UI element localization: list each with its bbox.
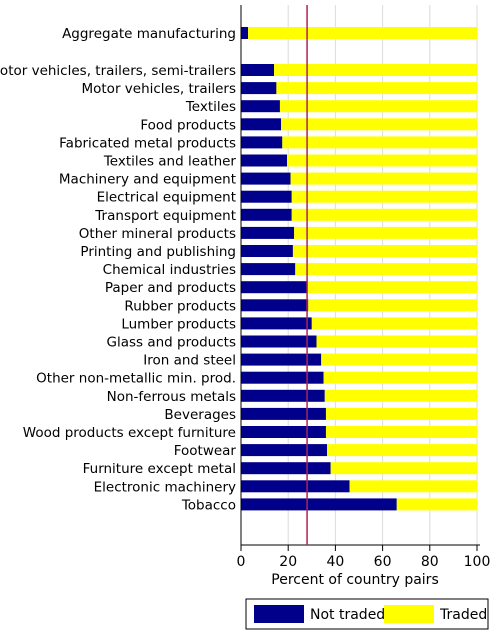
bar-traded-13 bbox=[307, 281, 477, 294]
category-labels: Aggregate manufacturing Motor vehicles, t… bbox=[0, 26, 236, 513]
bar-not-traded-25 bbox=[241, 498, 397, 511]
category-label-12: Chemical industries bbox=[103, 262, 236, 278]
category-label-2: Motor vehicles, trailers bbox=[81, 81, 236, 97]
bar-traded-12 bbox=[295, 263, 477, 276]
category-label-15: Lumber products bbox=[121, 316, 236, 332]
bar-traded-6 bbox=[287, 154, 477, 167]
bar-traded-14 bbox=[308, 299, 477, 312]
bar-not-traded-21 bbox=[241, 426, 326, 438]
bar-not-traded-11 bbox=[241, 245, 293, 257]
bar-traded-16 bbox=[316, 335, 477, 348]
category-label-6: Textiles and leather bbox=[103, 154, 237, 170]
category-label-18: Other non-metallic min. prod. bbox=[36, 371, 236, 387]
bar-not-traded-17 bbox=[241, 353, 322, 366]
x-tick-label-60: 60 bbox=[374, 554, 392, 570]
bar-traded-17 bbox=[321, 353, 477, 366]
category-label-19: Non-ferrous metals bbox=[107, 389, 236, 405]
category-label-14: Rubber products bbox=[124, 298, 236, 314]
category-label-0: Aggregate manufacturing bbox=[62, 26, 236, 42]
bar-not-traded-22 bbox=[241, 444, 328, 457]
bar-not-traded-8 bbox=[241, 190, 292, 203]
category-label-17: Iron and steel bbox=[143, 353, 236, 369]
legend: Not traded Traded bbox=[245, 598, 489, 630]
category-label-8: Electrical equipment bbox=[97, 190, 236, 206]
category-label-22: Footwear bbox=[174, 443, 237, 459]
bar-traded-5 bbox=[282, 136, 477, 149]
bar-not-traded-10 bbox=[241, 226, 295, 239]
legend-label-not-traded: Not traded bbox=[310, 607, 385, 623]
bar-traded-18 bbox=[323, 371, 477, 384]
category-label-10: Other mineral products bbox=[79, 226, 236, 242]
legend-label-traded: Traded bbox=[439, 607, 487, 623]
x-tick-label-0: 0 bbox=[237, 554, 246, 570]
bar-traded-22 bbox=[327, 444, 477, 457]
bar-traded-0 bbox=[248, 27, 477, 39]
x-tick-label-20: 20 bbox=[279, 554, 297, 570]
bar-not-traded-1 bbox=[241, 64, 275, 76]
bar-traded-11 bbox=[292, 245, 477, 257]
bar-not-traded-9 bbox=[241, 208, 292, 221]
bar-not-traded-19 bbox=[241, 389, 325, 402]
bars bbox=[241, 27, 477, 511]
category-label-23: Furniture except metal bbox=[83, 461, 236, 477]
bar-traded-25 bbox=[396, 498, 477, 511]
bar-traded-1 bbox=[274, 64, 477, 76]
bar-traded-19 bbox=[324, 389, 477, 402]
bar-not-traded-16 bbox=[241, 335, 317, 348]
category-label-16: Glass and products bbox=[107, 335, 237, 351]
bar-traded-20 bbox=[325, 407, 477, 420]
bar-traded-8 bbox=[291, 190, 477, 203]
bar-not-traded-7 bbox=[241, 172, 291, 185]
bar-not-traded-14 bbox=[241, 299, 309, 312]
bar-not-traded-0 bbox=[241, 27, 249, 39]
bar-not-traded-6 bbox=[241, 154, 288, 167]
bar-not-traded-13 bbox=[241, 281, 308, 294]
bar-traded-4 bbox=[281, 118, 477, 131]
x-axis-label: Percent of country pairs bbox=[271, 572, 438, 588]
category-label-20: Beverages bbox=[164, 407, 236, 423]
x-tick-label-80: 80 bbox=[421, 554, 439, 570]
category-label-25: Tobacco bbox=[181, 497, 236, 513]
bar-traded-21 bbox=[325, 426, 477, 438]
category-label-7: Machinery and equipment bbox=[59, 172, 236, 188]
bar-traded-2 bbox=[276, 82, 477, 95]
bar-not-traded-24 bbox=[241, 480, 350, 493]
bar-traded-23 bbox=[330, 462, 477, 475]
legend-swatch-not-traded bbox=[254, 605, 304, 623]
category-label-9: Transport equipment bbox=[94, 208, 236, 224]
bar-not-traded-5 bbox=[241, 136, 283, 149]
bar-traded-9 bbox=[291, 208, 477, 221]
bar-not-traded-23 bbox=[241, 462, 331, 475]
bar-not-traded-12 bbox=[241, 263, 296, 276]
bar-not-traded-15 bbox=[241, 317, 312, 330]
bar-not-traded-4 bbox=[241, 118, 282, 131]
category-label-4: Food products bbox=[140, 117, 236, 133]
legend-swatch-traded bbox=[384, 605, 434, 623]
x-tick-label-40: 40 bbox=[326, 554, 344, 570]
bar-traded-15 bbox=[311, 317, 477, 330]
category-label-3: Textiles bbox=[185, 99, 236, 115]
category-label-5: Fabricated metal products bbox=[59, 135, 236, 151]
x-axis-ticks: 0 20 40 60 80 100 bbox=[237, 545, 491, 570]
bar-not-traded-3 bbox=[241, 100, 280, 113]
category-label-21: Wood products except furniture bbox=[23, 425, 236, 441]
category-label-11: Printing and publishing bbox=[80, 244, 236, 260]
bar-not-traded-20 bbox=[241, 407, 326, 420]
category-label-1: Motor vehicles, trailers, semi-trailers bbox=[0, 63, 236, 79]
bar-traded-7 bbox=[290, 172, 477, 185]
bar-traded-3 bbox=[279, 100, 477, 113]
bar-not-traded-18 bbox=[241, 371, 324, 384]
bar-not-traded-2 bbox=[241, 82, 277, 95]
bar-traded-10 bbox=[294, 226, 477, 239]
category-label-13: Paper and products bbox=[105, 280, 236, 296]
category-label-24: Electronic machinery bbox=[94, 479, 236, 495]
bar-traded-24 bbox=[349, 480, 477, 493]
x-tick-label-100: 100 bbox=[464, 554, 491, 570]
